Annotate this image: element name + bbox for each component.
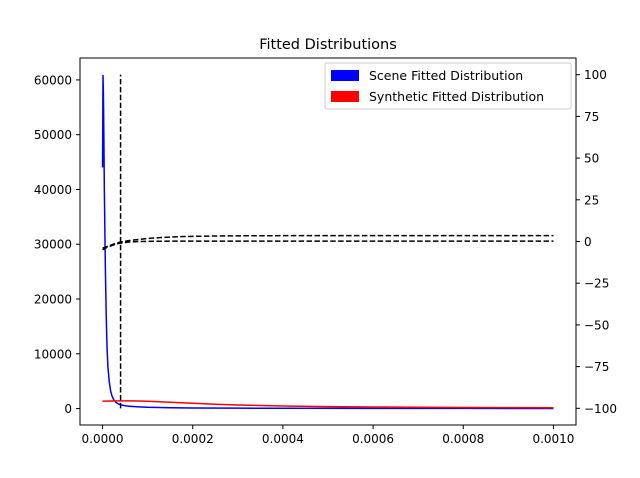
chart-title: Fitted Distributions bbox=[259, 37, 397, 53]
y2-tick-label: −100 bbox=[584, 402, 617, 416]
y-tick-label: 40000 bbox=[34, 183, 72, 197]
y-tick-label: 60000 bbox=[34, 73, 72, 87]
y2-tick-label: 100 bbox=[584, 68, 607, 82]
y2-tick-label: −50 bbox=[584, 318, 609, 332]
y2-tick-label: 0 bbox=[584, 235, 592, 249]
legend-label: Scene Fitted Distribution bbox=[369, 68, 523, 83]
x-tick-label: 0.0008 bbox=[442, 432, 484, 446]
dashed-reference-line-2 bbox=[102, 234, 554, 249]
y2-tick-label: −75 bbox=[584, 360, 609, 374]
y2-tick-label: −25 bbox=[584, 277, 609, 291]
legend-swatch bbox=[331, 70, 359, 81]
y-tick-label: 50000 bbox=[34, 128, 72, 142]
x-tick-label: 0.0010 bbox=[532, 432, 574, 446]
x-tick-label: 0.0000 bbox=[82, 432, 124, 446]
y2-tick-label: 25 bbox=[584, 193, 599, 207]
legend-label: Synthetic Fitted Distribution bbox=[369, 89, 544, 104]
x-tick-label: 0.0006 bbox=[352, 432, 394, 446]
x-tick-label: 0.0002 bbox=[172, 432, 214, 446]
y-tick-label: 30000 bbox=[34, 238, 72, 252]
legend-swatch bbox=[331, 91, 359, 102]
legend-box bbox=[324, 62, 572, 110]
y-tick-label: 10000 bbox=[34, 347, 72, 361]
dashed-reference-line-3 bbox=[102, 240, 554, 251]
y-tick-label: 0 bbox=[64, 402, 72, 416]
y2-tick-label: 50 bbox=[584, 152, 599, 166]
y2-tick-label: 75 bbox=[584, 110, 599, 124]
synthetic-fitted-distribution-line bbox=[102, 400, 554, 409]
y-tick-label: 20000 bbox=[34, 293, 72, 307]
x-tick-label: 0.0004 bbox=[262, 432, 304, 446]
